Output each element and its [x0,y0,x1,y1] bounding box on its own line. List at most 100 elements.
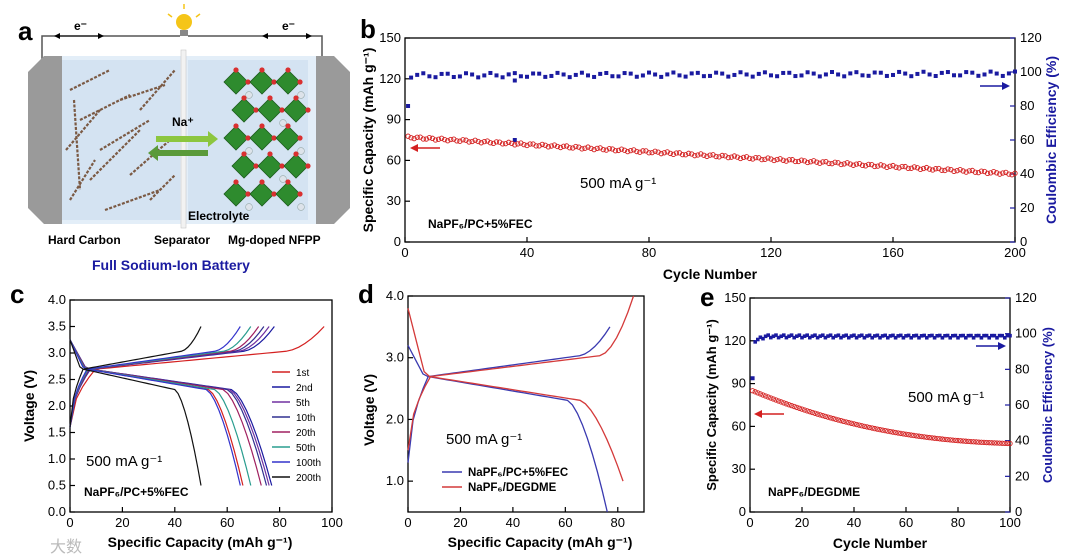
efficiency-point [779,334,783,339]
panel-d-voltage: d 0 20 40 60 80 1.02.03.04.0 NaPF₆/PC+5%FECN… [358,279,645,550]
capacity-point [481,139,487,145]
efficiency-point [956,335,960,340]
capacity-point [774,156,780,163]
capacity-point [591,146,597,153]
capacity-point [670,151,677,157]
efficiency-point [830,70,834,75]
capacity-point [978,168,985,174]
efficiency-point [994,71,999,76]
efficiency-point [555,70,560,75]
y2-axis-label-b: Coulombic Efficiency (%) [1043,56,1059,224]
crystal-octahedron [223,181,249,207]
efficiency-point [769,335,773,340]
capacity-point [661,150,667,156]
efficiency-axis-arrow-b [980,82,1010,90]
capacity-point [731,153,738,159]
discharge-curve-d [407,308,624,482]
x-tick-label: 0 [401,245,408,260]
efficiency-point [906,333,911,338]
efficiency-point [802,334,807,338]
capacity-point [898,430,904,437]
capacity-point [414,134,420,140]
capacity-point [859,162,866,168]
efficiency-point [421,71,426,76]
capacity-point [621,147,628,153]
capacity-point [740,154,747,161]
sodium-atom [279,175,287,183]
y-tick-label: 100 [1020,64,1042,79]
efficiency-point [997,333,1002,338]
legend-label-20th: 20th [296,428,315,439]
capacity-point [926,434,933,441]
efficiency-point [914,333,919,338]
capacity-point [698,151,704,157]
capacity-point [838,161,844,168]
capacity-point [658,151,664,157]
efficiency-point [917,335,921,340]
y-tick-label: 60 [1020,132,1034,147]
capacity-point [652,148,658,154]
crystal-octahedron [283,97,309,123]
efficiency-point [714,70,719,75]
efficiency-point [893,335,898,340]
efficiency-point [470,72,475,77]
efficiency-point [774,333,778,337]
capacity-point [814,159,820,165]
capacity-point [978,439,985,445]
efficiency-point [834,334,838,338]
x-tick-label: 20 [795,515,809,530]
capacity-point [864,424,870,430]
sodium-atom [279,119,287,127]
charge-curve-50th [69,326,252,428]
capacity-point [827,415,834,421]
efficiency-outlier [406,104,411,108]
crystal-octahedron [257,97,283,123]
crystal-octahedron [283,153,309,179]
capacity-point [770,396,777,402]
capacity-point [804,159,811,166]
sodium-ion-arrows [148,131,218,161]
capacity-point [801,407,808,413]
oxygen-atom [233,179,239,185]
capacity-point [851,421,857,427]
capacity-point [952,437,959,443]
efficiency-point [762,70,767,75]
efficiency-point [823,72,828,77]
efficiency-point [951,333,955,338]
efficiency-point [865,334,869,338]
capacity-point [929,435,935,441]
y-tick-label: 120 [1015,290,1037,305]
capacity-point [1002,440,1008,446]
efficiency-point [870,335,874,340]
capacity-point [997,171,1003,177]
capacity-point [872,425,878,432]
capacity-point [487,140,494,146]
oxygen-atom [259,179,265,185]
capacity-point [646,150,652,156]
oxygen-atom [271,191,277,197]
capacity-point [942,167,948,174]
electrolyte-label: Electrolyte [188,209,250,223]
capacity-point [795,158,802,165]
efficiency-point [823,335,828,340]
y-tick-label: 0 [394,234,401,249]
crystal-octahedron [275,181,301,207]
capacity-point [791,403,797,410]
efficiency-point [891,333,895,338]
panel-c-voltage: c 0 20 40 60 80 100 0.0 0.5 1.0 1.5 2.0 2.5 3.0 3.5 4… [10,279,343,550]
efficiency-point [549,73,554,78]
y-tick-label: 1.0 [386,473,404,488]
y-tick-label: 150 [724,290,746,305]
capacity-point [930,167,936,173]
efficiency-point [875,333,880,338]
capacity-point [809,409,816,416]
efficiency-point [886,335,890,340]
efficiency-point [531,71,536,76]
capacity-point [783,158,789,164]
efficiency-point [932,335,937,340]
y-tick-label: 3.0 [386,350,404,365]
x-axis-ticks-d: 0 20 40 60 80 [404,507,625,530]
efficiency-point [982,333,986,338]
capacity-point [822,413,829,420]
capacity-point [850,162,856,168]
